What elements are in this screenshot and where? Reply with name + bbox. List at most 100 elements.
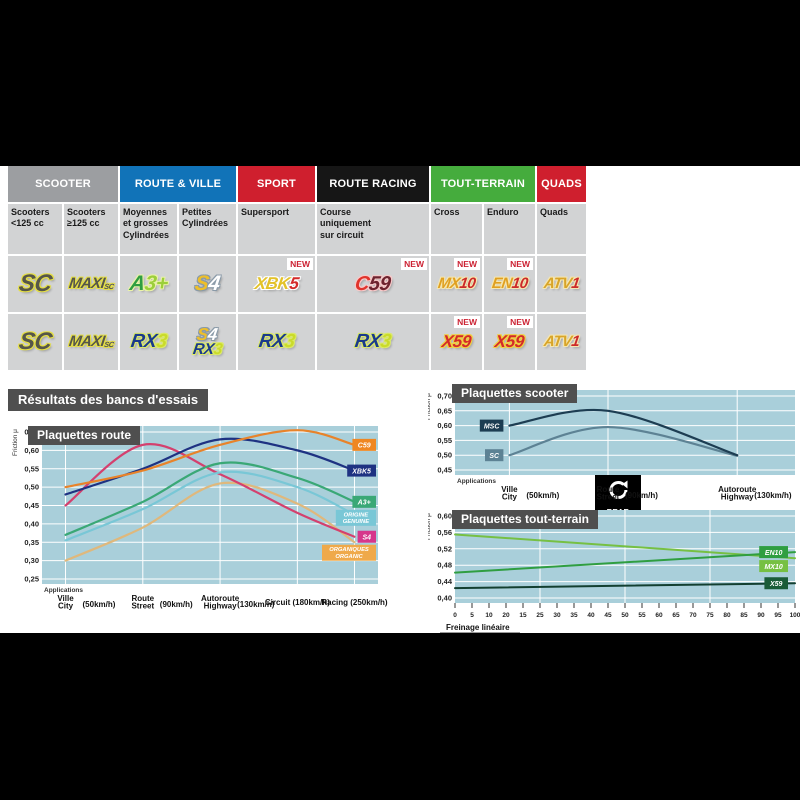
svg-text:70: 70 [689,612,697,619]
maxi-sc-logo: MAXISC [67,274,115,292]
results-title: Résultats des bancs d'essais [8,389,209,411]
front-cell-xbk5: XBK5 NEW [238,256,315,312]
svg-text:XBK5: XBK5 [351,468,371,475]
subheader-scooters: Scooters <125 cc [8,204,62,254]
logo-text: 3+ [142,272,169,296]
svg-text:10: 10 [485,612,493,619]
svg-text:60: 60 [655,612,663,619]
svg-text:0,60: 0,60 [24,446,39,455]
svg-text:0: 0 [453,612,457,619]
rx3-logo: RX3 [257,330,296,352]
front-cell-c59: C59 NEW [317,256,429,312]
rx3-logo: RX3 [192,340,224,358]
svg-text:Circuit (180km/h): Circuit (180km/h) [265,598,330,607]
svg-text:0,40: 0,40 [437,594,452,603]
svg-text:0,56: 0,56 [437,528,452,537]
logo-text: 4 [207,272,222,296]
svg-text:0,40: 0,40 [24,519,39,528]
front-cell-sc: SC [8,256,62,312]
svg-text:(50km/h): (50km/h) [83,600,116,609]
svg-text:ORGANIQUES: ORGANIQUES [329,547,369,553]
x59-logo: X59 [493,331,526,351]
svg-text:GENUINE: GENUINE [343,519,371,525]
logo-text: MAXI [67,332,106,350]
rx3-logo: RX3 [129,331,167,352]
svg-text:X59: X59 [769,581,783,588]
rear-cell-rx3: RX3 [317,314,429,370]
logo-text: EN [490,274,513,292]
rear-cell-sc: SC [8,314,62,370]
svg-text:55: 55 [638,612,646,619]
applications-table: SCOOTER ROUTE & VILLE SPORT ROUTE RACING TOU… [8,166,586,370]
svg-text:0,60: 0,60 [437,421,452,430]
svg-text:Friction μ: Friction μ [12,429,19,456]
category-tout-terrain: TOUT-TERRAIN [431,166,535,202]
svg-text:0,70: 0,70 [437,392,452,401]
svg-text:S4: S4 [363,534,372,541]
logo-text: ATV [542,274,573,292]
logo-text: MAXI [67,274,106,292]
svg-text:Friction μ: Friction μ [428,393,432,420]
subheader-moyennes: Moyennes et grosses Cylindrées [120,204,177,254]
svg-text:100: 100 [790,612,800,619]
logo-text: 5 [287,273,300,293]
logo-text: MX [436,274,461,292]
logo-text: 10 [510,274,529,292]
logo-text: SC [103,339,114,349]
front-cell-en10: EN10 NEW [484,256,535,312]
new-badge: NEW [454,258,480,270]
rear-cell-x59: X59 NEW [484,314,535,370]
rear-arrow-icon [606,478,630,507]
front-cell-a3: A3+ [120,256,177,312]
atv1-logo: ATV1 [543,332,581,350]
rear-cell-s4-rx3: S4 RX3 [179,314,236,370]
a3-logo: A3+ [128,272,169,296]
svg-text:Freinage linéaire: Freinage linéaire [446,623,510,632]
subheader-course: Course uniquement sur circuit [317,204,429,254]
logo-text: SC [17,327,54,355]
svg-text:35: 35 [570,612,578,619]
svg-text:20: 20 [502,612,510,619]
new-badge: NEW [454,316,480,328]
logo-text: 3 [282,330,296,352]
rear-cell-rx3: RX3 [238,314,315,370]
svg-text:0,50: 0,50 [437,451,452,460]
front-cell-maxi-sc: MAXISC [64,256,118,312]
new-badge: NEW [287,258,313,270]
svg-text:Applications: Applications [457,478,496,485]
svg-text:Racing (250km/h): Racing (250km/h) [321,598,388,607]
sc-logo: SC [17,269,54,297]
category-route-ville: ROUTE & VILLE [120,166,236,202]
maxi-sc-logo: MAXISC [67,332,115,350]
logo-text: 1 [570,332,581,350]
svg-text:5: 5 [470,612,474,619]
top-black-band [0,0,800,166]
svg-text:0,55: 0,55 [437,436,452,445]
svg-text:15: 15 [519,612,527,619]
scooter-chart-title: Plaquettes scooter [452,384,578,403]
logo-text: X59 [493,331,526,351]
logo-text: 59 [367,272,393,295]
xbk5-logo: XBK5 [254,273,300,293]
logo-text: SC [17,269,54,297]
logo-text: SC [103,281,114,291]
svg-text:0,44: 0,44 [437,577,452,586]
subheader-scooters: Scooters ≥125 cc [64,204,118,254]
category-scooter: SCOOTER [8,166,118,202]
svg-text:(90km/h): (90km/h) [625,491,658,500]
svg-text:80: 80 [723,612,731,619]
svg-text:25: 25 [536,612,544,619]
svg-text:ORGANIC: ORGANIC [335,554,363,560]
svg-text:0,60: 0,60 [437,512,452,521]
svg-text:0,25: 0,25 [24,575,39,584]
scooter-chart: Plaquettes scooter 0,70 0,65 0,60 0,55 0,50 0… [428,384,800,506]
svg-text:C59: C59 [358,443,371,450]
svg-text:65: 65 [672,612,680,619]
logo-text: 3 [212,340,224,358]
c59-logo: C59 [354,272,393,295]
svg-text:0,52: 0,52 [437,544,452,553]
subheader-cross: Cross [431,204,482,254]
